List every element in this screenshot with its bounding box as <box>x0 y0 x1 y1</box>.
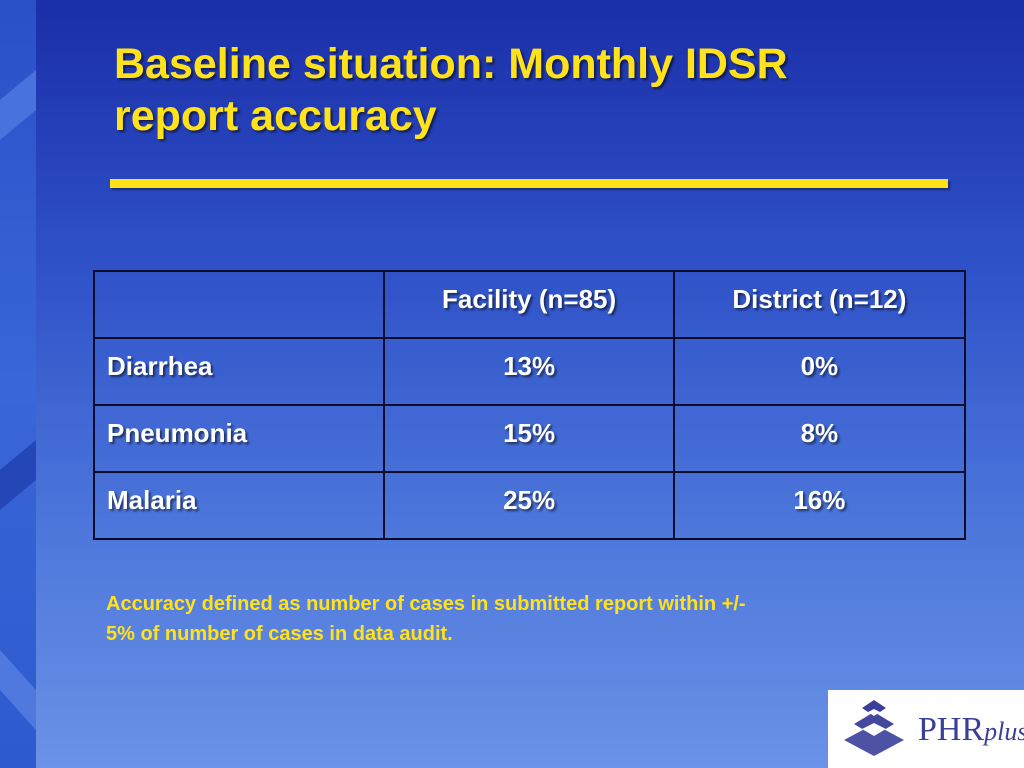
facility-value: 25% <box>383 471 675 540</box>
header-cell-district: District (n=12) <box>672 270 967 339</box>
footnote-text: Accuracy defined as number of cases in s… <box>106 589 936 649</box>
table-row: Diarrhea 13% 0% <box>92 337 967 406</box>
district-value: 0% <box>672 337 967 406</box>
footnote-line: Accuracy defined as number of cases in s… <box>106 593 746 645</box>
table-row: Pneumonia 15% 8% <box>92 404 967 473</box>
header-cell-facility: Facility (n=85) <box>383 270 675 339</box>
slide-title: Baseline situation: Monthly IDSR report … <box>114 40 788 140</box>
table-row: Malaria 25% 16% <box>92 471 967 540</box>
row-label: Malaria <box>92 471 386 540</box>
logo-wordmark: PHRplus <box>918 710 1024 752</box>
district-value: 16% <box>672 471 967 540</box>
stacked-pyramid-icon <box>844 700 904 756</box>
row-label: Diarrhea <box>92 337 386 406</box>
phrplus-logo: PHRplus <box>828 690 1024 768</box>
facility-value: 15% <box>383 404 675 473</box>
logo-text-suffix: plus <box>984 717 1024 746</box>
row-label: Pneumonia <box>92 404 386 473</box>
header-cell-empty <box>92 270 386 339</box>
facility-value: 13% <box>383 337 675 406</box>
accuracy-table: Facility (n=85) District (n=12) Diarrhea… <box>92 270 967 540</box>
table-header-row: Facility (n=85) District (n=12) <box>92 270 967 339</box>
district-value: 8% <box>672 404 967 473</box>
left-decorative-strip <box>0 0 36 768</box>
title-underline <box>110 179 948 188</box>
logo-text-main: PHR <box>918 711 985 748</box>
